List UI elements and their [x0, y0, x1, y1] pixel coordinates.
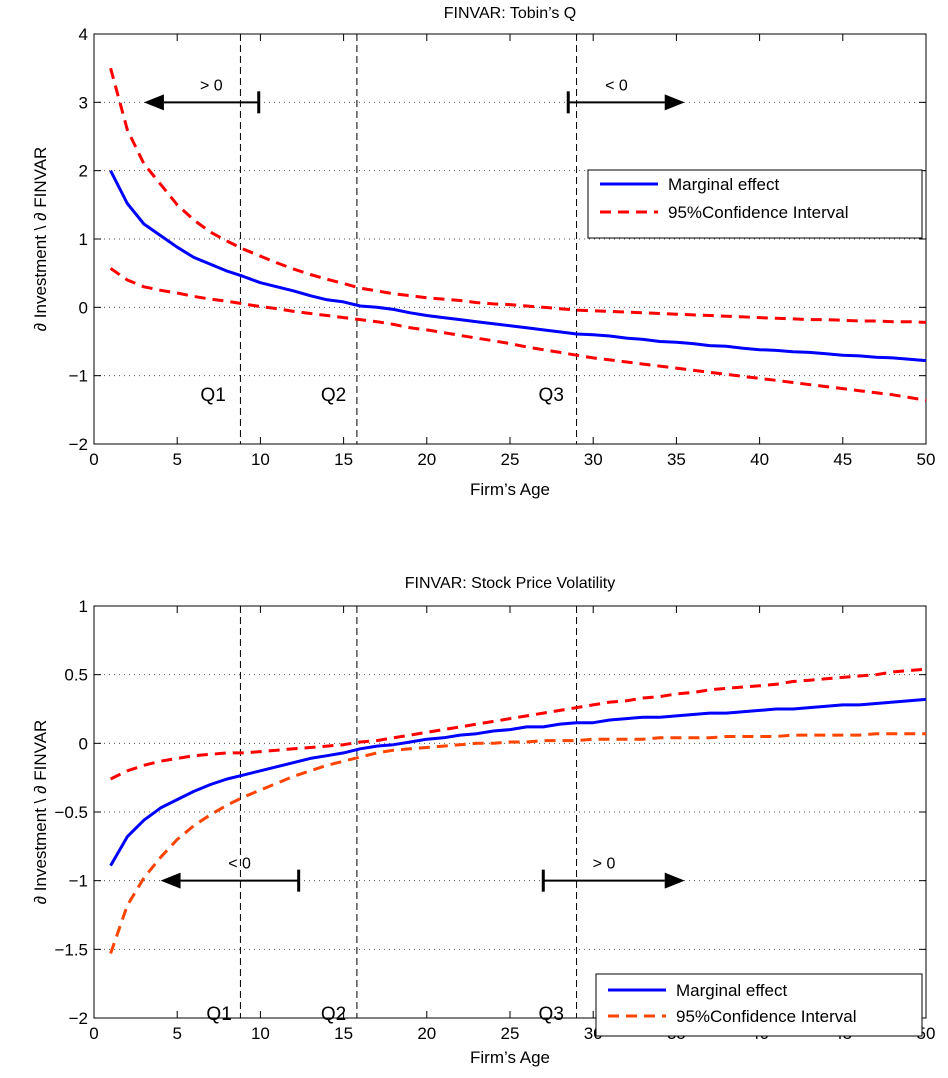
chart-panel-2: Q1Q2Q305101520253035404550−2−1.5−1−0.500…: [31, 575, 935, 1067]
x-tick-label: 20: [417, 1024, 436, 1043]
y-tick-label: 0: [79, 298, 88, 317]
x-tick-label: 35: [667, 450, 686, 469]
legend: Marginal effect 95%Confidence Interval: [587, 169, 923, 239]
chart-panel-1: Q1 Q2 Q3 0 5 10 15 20 25 30 35 40 45 50 −2 −1 0 1 2 3 4 > 0 < …: [31, 5, 935, 499]
x-tick-label: 40: [750, 450, 769, 469]
y-tick-label: 1: [79, 597, 88, 616]
x-tick-label: 5: [172, 450, 181, 469]
x-tick-label: 20: [417, 450, 436, 469]
x-tick-label: 5: [172, 1024, 181, 1043]
y-tick-label: −2: [69, 435, 88, 454]
x-axis-label: Firm’s Age: [470, 480, 550, 499]
series-line-confidence-bound: [109, 732, 926, 954]
annotation-arrow-head: [143, 94, 164, 111]
y-tick-label: 0: [79, 734, 88, 753]
y-tick-label: −1.5: [54, 940, 88, 959]
quartile-label-q2: Q2: [321, 385, 346, 406]
series-line-confidence-bound: [109, 67, 927, 324]
y-tick-label: −2: [69, 1009, 88, 1028]
annotation-arrow-head: [664, 872, 685, 889]
y-tick-label: 1: [79, 230, 88, 249]
quartile-label-q1: Q1: [200, 385, 225, 406]
x-tick-label: 25: [501, 450, 520, 469]
x-axis-label: Firm’s Age: [470, 1048, 550, 1067]
quartile-label-q3: Q3: [539, 1004, 564, 1025]
y-tick-label: 3: [79, 93, 88, 112]
series-line-marginal-effect: [109, 170, 927, 363]
quartile-label-q1: Q1: [206, 1004, 231, 1025]
legend-label: Marginal effect: [676, 981, 787, 1000]
y-tick-label: 4: [79, 25, 88, 44]
series-line-marginal-effect: [109, 697, 927, 867]
y-tick-label: −1: [69, 872, 88, 891]
series-line-confidence-bound: [109, 667, 927, 781]
x-tick-label: 0: [89, 450, 98, 469]
x-tick-label: 25: [501, 1024, 520, 1043]
annotation-arrow-head: [160, 872, 181, 889]
x-tick-label: 10: [251, 450, 270, 469]
annotation-arrow-label: < 0: [605, 77, 628, 94]
legend-box: [587, 169, 923, 239]
quartile-label-q3: Q3: [539, 385, 564, 406]
legend-label: 95%Confidence Interval: [676, 1007, 857, 1026]
annotation-arrow-label: < 0: [228, 856, 251, 873]
y-tick-label: −0.5: [54, 803, 88, 822]
legend-label: 95%Confidence Interval: [668, 203, 849, 222]
legend: Marginal effect 95%Confidence Interval: [595, 973, 923, 1037]
x-tick-label: 50: [917, 450, 936, 469]
x-tick-label: 10: [251, 1024, 270, 1043]
x-tick-label: 15: [334, 1024, 353, 1043]
chart-title: FINVAR: Stock Price Volatility: [405, 575, 615, 592]
legend-box: [595, 973, 923, 1037]
x-tick-label: 15: [334, 450, 353, 469]
legend-label: Marginal effect: [668, 175, 779, 194]
annotation-arrow-label: > 0: [593, 856, 616, 873]
y-tick-label: 0.5: [64, 666, 88, 685]
annotation-arrow-head: [664, 94, 685, 111]
series-line-confidence-bound: [109, 267, 927, 402]
x-tick-label: 30: [584, 450, 603, 469]
x-tick-label: 45: [833, 450, 852, 469]
x-tick-label: 0: [89, 1024, 98, 1043]
y-axis-label: ∂ Investment \ ∂ FINVAR: [31, 147, 50, 332]
y-tick-label: −1: [69, 367, 88, 386]
y-axis-label: ∂ Investment \ ∂ FINVAR: [31, 720, 50, 905]
chart-title: FINVAR: Tobin’s Q: [444, 5, 577, 22]
quartile-label-q2: Q2: [321, 1004, 346, 1025]
annotation-arrow-label: > 0: [200, 77, 223, 94]
y-tick-label: 2: [79, 162, 88, 181]
